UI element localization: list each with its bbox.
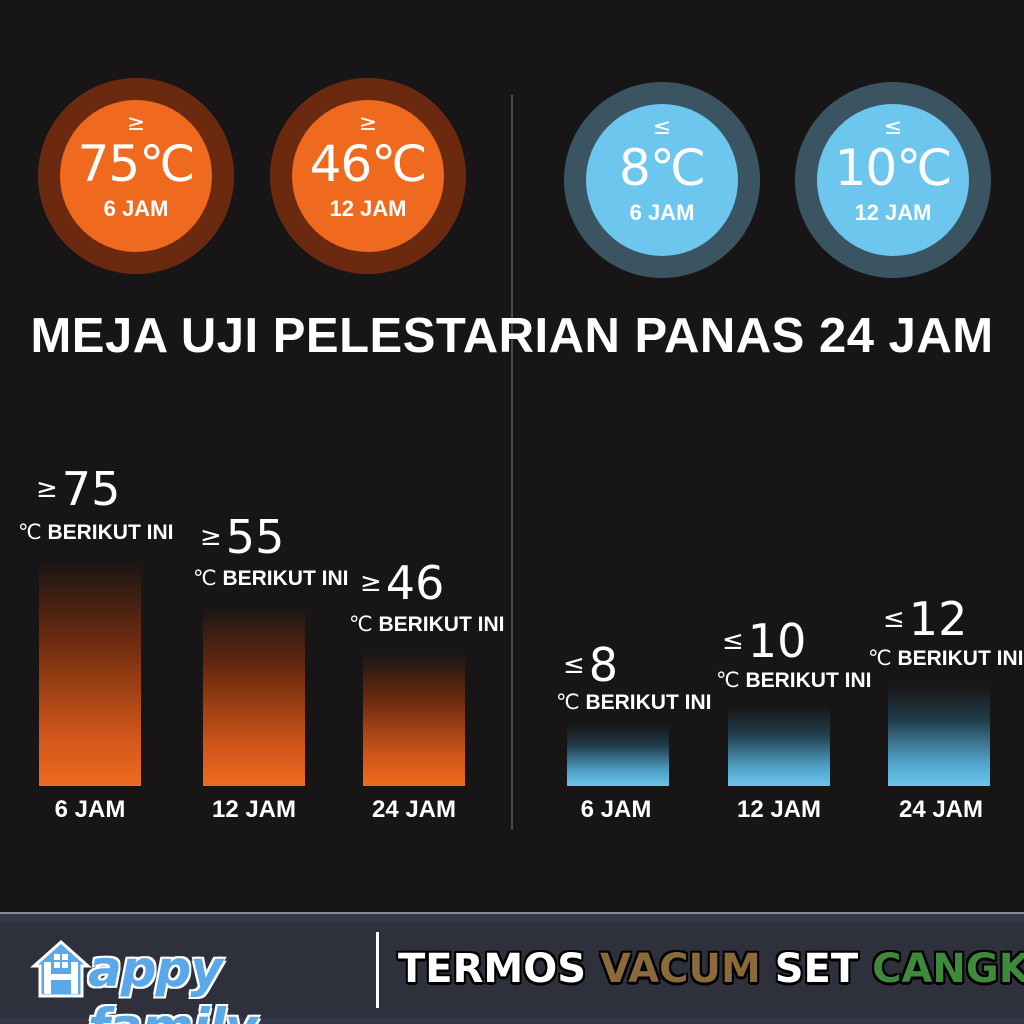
brand-name: appy family [88,940,257,1024]
celsius-symbol: ℃ [18,520,42,544]
cold-value-12h: ≤10 [722,618,806,664]
house-icon [30,939,92,998]
greater-equal-symbol: ≥ [36,474,58,504]
value-number: 12 [908,592,968,646]
circle-temperature: 75℃ [77,135,196,193]
hot-bar-12h [203,606,305,786]
cold-bar-6h [567,724,669,786]
cold-bar-12h [728,706,830,786]
cold-value-24h: ≤12 [883,596,967,642]
cold-circle-6h-inner: ≤ 8℃ 6 JAM [586,104,738,256]
celsius-symbol: ℃ [349,612,373,636]
hot-circle-12h-inner: ≥ 46℃ 12 JAM [292,100,444,252]
hot-value-12h: ≥55 [200,514,284,560]
product-word: VACUM [599,946,761,992]
circle-temperature: 46℃ [309,135,428,193]
less-equal-symbol: ≤ [883,115,903,140]
brand-logo: appy family [30,934,360,1024]
cold-bar-24h [888,684,990,786]
value-number: 46 [385,556,445,610]
hot-xlabel-24h: 24 JAM [371,796,457,823]
unit-label: BERIKUT INI [745,669,872,692]
unit-label: BERIKUT INI [378,613,505,636]
circle-temperature: 8℃ [619,139,706,197]
product-word: CANGKIR [872,946,1024,992]
value-number: 55 [225,510,285,564]
circle-temperature: 10℃ [834,139,953,197]
unit-label: BERIKUT INI [47,521,174,544]
footer-band [0,922,1024,1018]
cold-xlabel-24h: 24 JAM [898,796,984,823]
cold-xlabel-12h: 12 JAM [736,796,822,823]
greater-equal-symbol: ≥ [360,568,382,598]
hot-xlabel-12h: 12 JAM [211,796,297,823]
hot-circle-12h: ≥ 46℃ 12 JAM [270,78,466,274]
less-equal-symbol: ≤ [652,115,672,140]
product-word: SET [774,946,859,992]
page-title: MEJA UJI PELESTARIAN PANAS 24 JAM [30,309,994,363]
cold-unit-24h: ℃ BERIKUT INI [868,646,1023,671]
hot-bar-24h [363,652,465,786]
value-number: 10 [747,614,807,668]
less-equal-symbol: ≤ [563,650,585,680]
unit-label: BERIKUT INI [585,691,712,714]
hot-value-24h: ≥46 [360,560,444,606]
cold-circle-6h: ≤ 8℃ 6 JAM [564,82,760,278]
circle-hours: 6 JAM [629,200,695,225]
product-word: TERMOS [398,946,587,992]
hot-unit-24h: ℃ BERIKUT INI [349,612,504,637]
less-equal-symbol: ≤ [722,626,744,656]
footer-banner [0,912,1024,1024]
circle-hours: 12 JAM [329,196,407,221]
cold-unit-6h: ℃ BERIKUT INI [556,690,711,715]
value-number: 8 [588,638,619,692]
unit-label: BERIKUT INI [897,647,1024,670]
celsius-symbol: ℃ [193,566,217,590]
cold-circle-12h-inner: ≤ 10℃ 12 JAM [817,104,969,256]
hot-circle-6h: ≥ 75℃ 6 JAM [38,78,234,274]
greater-equal-symbol: ≥ [200,522,222,552]
greater-equal-symbol: ≥ [358,111,378,136]
infographic: ≥ 75℃ 6 JAM ≥ 46℃ 12 JAM ≤ 8℃ 6 JAM ≤ 10… [18,78,1024,830]
cold-unit-12h: ℃ BERIKUT INI [716,668,871,693]
cold-circle-12h: ≤ 10℃ 12 JAM [795,82,991,278]
circle-hours: 6 JAM [103,196,169,221]
center-divider [511,95,513,830]
circle-hours: 12 JAM [854,200,932,225]
hot-unit-6h: ℃ BERIKUT INI [18,520,173,545]
unit-label: BERIKUT INI [222,567,349,590]
cold-xlabel-6h: 6 JAM [580,796,652,823]
less-equal-symbol: ≤ [883,604,905,634]
hot-bar-6h [39,560,141,786]
cold-value-6h: ≤8 [563,642,618,688]
greater-equal-symbol: ≥ [126,111,146,136]
hot-value-6h: ≥75 [36,466,120,512]
celsius-symbol: ℃ [556,690,580,714]
hot-xlabel-6h: 6 JAM [54,796,126,823]
product-name: TERMOS VACUM SET CANGKIR [398,946,1024,992]
footer-separator [376,932,379,1008]
celsius-symbol: ℃ [716,668,740,692]
celsius-symbol: ℃ [868,646,892,670]
hot-circle-6h-inner: ≥ 75℃ 6 JAM [60,100,212,252]
hot-unit-12h: ℃ BERIKUT INI [193,566,348,591]
value-number: 75 [61,462,121,516]
